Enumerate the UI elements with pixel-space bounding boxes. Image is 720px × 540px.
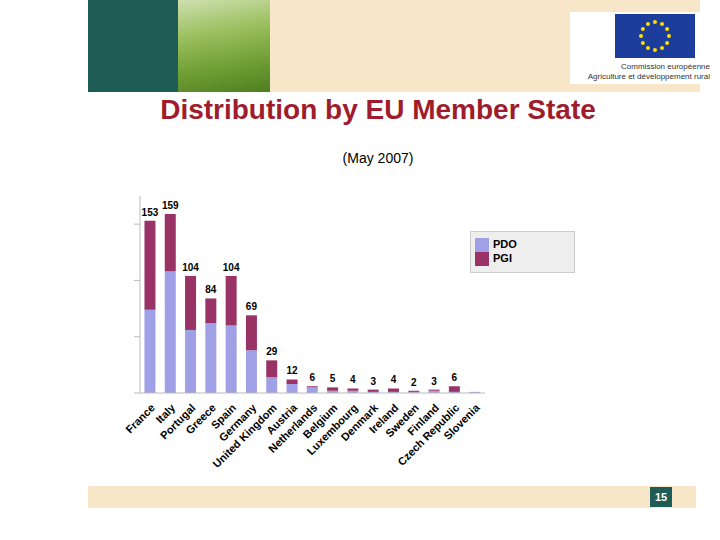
svg-text:104: 104 (223, 262, 240, 273)
svg-text:6: 6 (452, 372, 458, 383)
html-text:Commission européenne: Commission européenne (621, 62, 710, 71)
svg-text:4: 4 (350, 374, 356, 385)
svg-text:104: 104 (182, 262, 199, 273)
svg-text:Finland: Finland (405, 401, 442, 438)
html-text:15: 15 (654, 491, 668, 503)
svg-text:159: 159 (162, 200, 179, 211)
svg-text:United Kingdom: United Kingdom (210, 401, 279, 470)
svg-text:84: 84 (205, 284, 217, 295)
html-text:PDO: PDO (493, 238, 517, 250)
svg-text:153: 153 (142, 207, 159, 218)
svg-text:Germany: Germany (216, 401, 259, 444)
svg-text:Slovenia: Slovenia (441, 401, 482, 442)
svg-text:3: 3 (431, 376, 437, 387)
html-text:Distribution by EU Member Stat: Distribution by EU Member State (160, 94, 596, 125)
svg-text:Czech Republic: Czech Republic (395, 401, 462, 468)
svg-text:6: 6 (310, 372, 316, 383)
svg-text:Portugal: Portugal (157, 401, 198, 442)
svg-text:Spain: Spain (208, 401, 239, 432)
svg-text:12: 12 (286, 365, 298, 376)
svg-text:Greece: Greece (183, 401, 218, 437)
svg-text:69: 69 (246, 301, 258, 312)
html-text:(May 2007): (May 2007) (342, 150, 414, 166)
svg-text:Luxembourg: Luxembourg (304, 401, 360, 457)
svg-text:Ireland: Ireland (366, 401, 401, 436)
svg-text:Netherlands: Netherlands (266, 401, 320, 455)
svg-text:Denmark: Denmark (338, 401, 381, 444)
svg-text:Italy: Italy (153, 401, 178, 426)
svg-text:Austria: Austria (263, 401, 300, 437)
html-text:PGI: PGI (493, 252, 512, 265)
svg-text:3: 3 (370, 376, 376, 387)
svg-text:4: 4 (391, 374, 397, 385)
svg-text:Sweden: Sweden (383, 401, 421, 440)
html-text:Agriculture et développement r: Agriculture et développement rural (587, 72, 710, 81)
svg-text:5: 5 (330, 373, 336, 384)
svg-text:2: 2 (411, 377, 417, 388)
svg-text:29: 29 (266, 346, 278, 357)
svg-text:France: France (123, 401, 157, 435)
svg-text:Belgium: Belgium (300, 401, 340, 441)
